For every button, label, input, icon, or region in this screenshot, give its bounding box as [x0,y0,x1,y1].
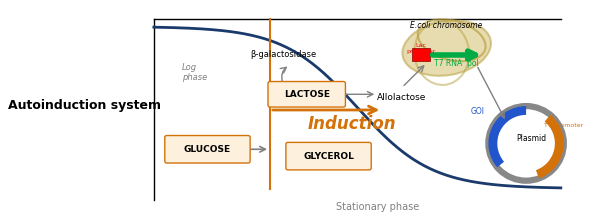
Text: Lac
promoter: Lac promoter [406,43,436,54]
Text: Induction: Induction [308,115,396,133]
Text: E.coli chromosome: E.coli chromosome [410,21,483,30]
Text: Stationary phase: Stationary phase [336,202,419,212]
Circle shape [489,106,564,181]
Text: GLYCEROL: GLYCEROL [303,152,354,161]
Text: T7 promoter: T7 promoter [544,123,583,128]
Text: Log
phase: Log phase [181,63,207,82]
Ellipse shape [403,21,491,76]
Text: β-galactosidase: β-galactosidase [250,51,316,59]
Wedge shape [489,106,526,167]
FancyBboxPatch shape [268,82,346,107]
Text: LACTOSE: LACTOSE [283,90,330,99]
FancyBboxPatch shape [286,142,371,170]
Text: GLUCOSE: GLUCOSE [184,145,231,154]
Text: Autoinduction system: Autoinduction system [8,99,161,111]
Text: Allolactose: Allolactose [377,93,426,102]
FancyBboxPatch shape [412,48,430,61]
FancyBboxPatch shape [165,135,250,163]
Wedge shape [536,115,564,178]
Text: Plasmid: Plasmid [516,134,546,143]
Text: GOI: GOI [470,107,484,116]
Text: T7 RNA  pol: T7 RNA pol [434,59,479,68]
